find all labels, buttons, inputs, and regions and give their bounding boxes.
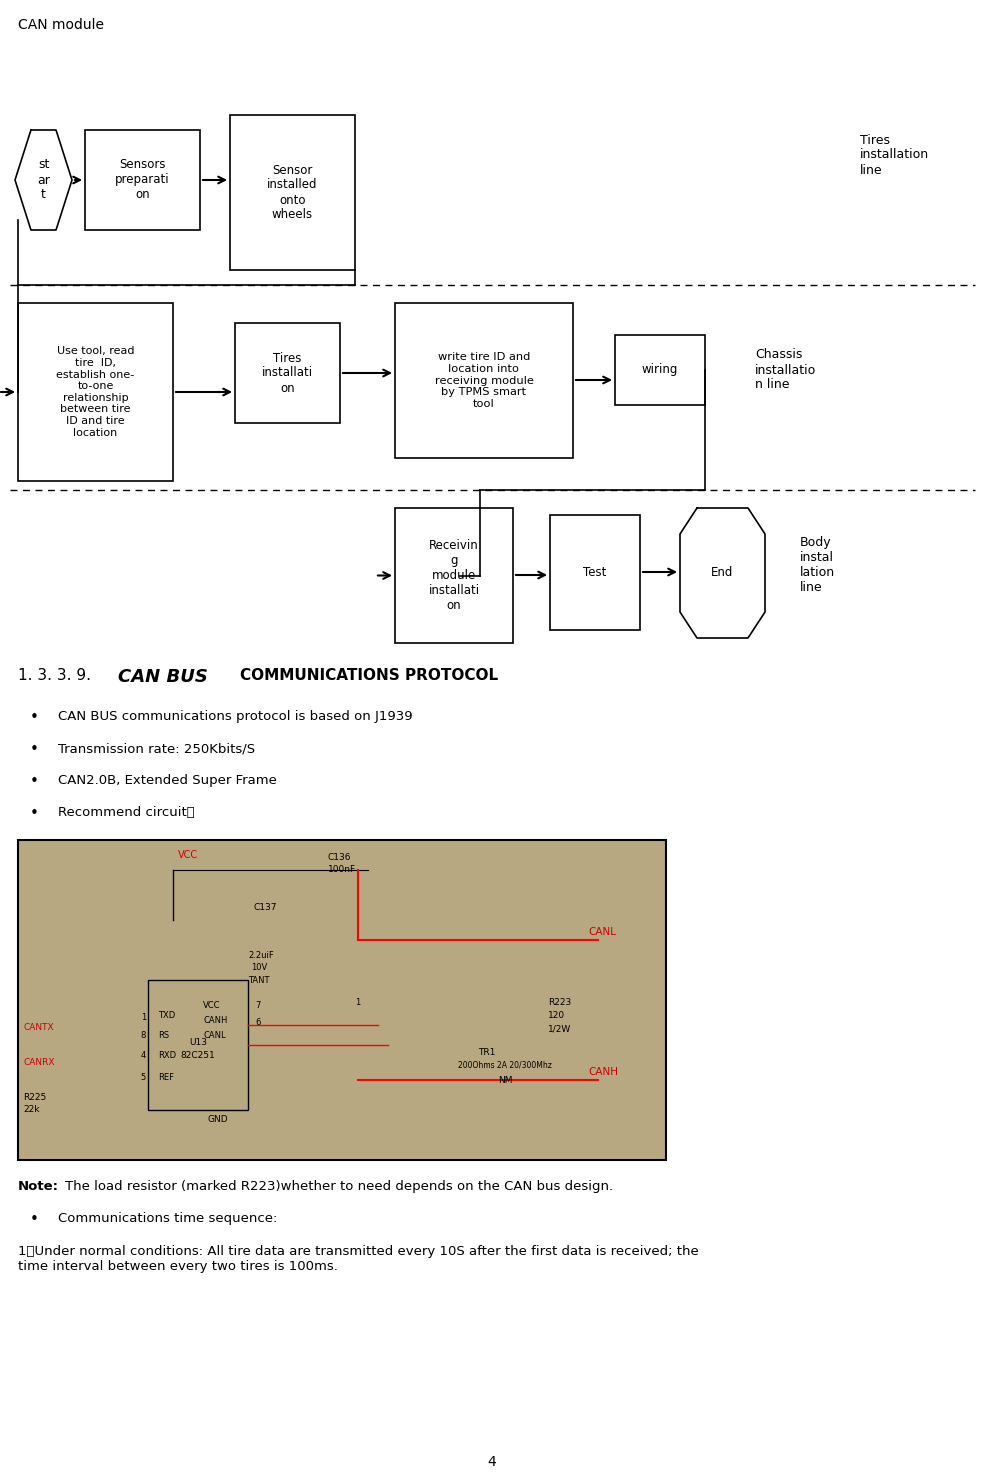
Text: Sensor
installed
onto
wheels: Sensor installed onto wheels — [267, 163, 318, 221]
Text: 8: 8 — [141, 1031, 146, 1040]
Text: st
ar
t: st ar t — [37, 159, 50, 202]
Text: TANT: TANT — [248, 976, 270, 985]
Text: 5: 5 — [141, 1074, 146, 1083]
Polygon shape — [680, 509, 765, 638]
Text: Tires
installation
line: Tires installation line — [860, 133, 929, 176]
Text: CAN2.0B, Extended Super Frame: CAN2.0B, Extended Super Frame — [58, 774, 277, 787]
Bar — [395, 303, 573, 458]
Text: 4: 4 — [488, 1455, 496, 1470]
Text: C136: C136 — [328, 853, 352, 862]
Text: RXD: RXD — [158, 1051, 176, 1060]
Text: •: • — [30, 805, 38, 822]
Text: Transmission rate: 250Kbits/S: Transmission rate: 250Kbits/S — [58, 742, 255, 755]
Bar — [18, 839, 666, 1160]
Text: Note:: Note: — [18, 1180, 59, 1192]
Text: 22k: 22k — [23, 1105, 39, 1114]
Text: CANL: CANL — [203, 1031, 226, 1040]
Text: Recommend circuit：: Recommend circuit： — [58, 805, 195, 819]
Text: R225: R225 — [23, 1093, 46, 1102]
Text: Chassis
installatio
n line: Chassis installatio n line — [755, 349, 817, 392]
Text: CANH: CANH — [588, 1066, 618, 1077]
Text: 4: 4 — [141, 1051, 146, 1060]
Text: 1. 3. 3. 9.: 1. 3. 3. 9. — [18, 667, 91, 684]
Text: R223: R223 — [548, 998, 571, 1007]
Text: Test: Test — [583, 567, 607, 578]
Text: 100nF: 100nF — [328, 865, 357, 873]
Text: TR1: TR1 — [478, 1048, 495, 1057]
Text: VCC: VCC — [203, 1001, 221, 1010]
Text: VCC: VCC — [178, 850, 198, 860]
Text: 7: 7 — [255, 1001, 260, 1010]
Text: CANL: CANL — [588, 927, 616, 937]
Text: Body
instal
lation
line: Body instal lation line — [800, 535, 835, 595]
Text: Use tool, read
tire  ID,
establish one-
to-one
relationship
between tire
ID and : Use tool, read tire ID, establish one- t… — [56, 347, 135, 437]
Bar — [148, 980, 248, 1109]
Bar — [615, 335, 705, 405]
Text: 120: 120 — [548, 1011, 565, 1020]
Text: •: • — [30, 742, 38, 756]
Text: CAN module: CAN module — [18, 18, 104, 33]
Bar — [18, 303, 173, 480]
Text: Communications time sequence:: Communications time sequence: — [58, 1212, 278, 1225]
Text: •: • — [30, 1212, 38, 1226]
Text: 2.2uiF: 2.2uiF — [248, 951, 274, 960]
Text: NM: NM — [498, 1077, 512, 1086]
Text: REF: REF — [158, 1074, 174, 1083]
Text: End: End — [711, 567, 734, 580]
Polygon shape — [15, 131, 72, 230]
Text: The load resistor (marked R223)whether to need depends on the CAN bus design.: The load resistor (marked R223)whether t… — [65, 1180, 613, 1192]
Text: C137: C137 — [253, 903, 277, 912]
Text: •: • — [30, 774, 38, 789]
Text: RS: RS — [158, 1031, 169, 1040]
Text: U13: U13 — [189, 1038, 207, 1047]
Text: GND: GND — [208, 1115, 229, 1124]
Text: 1: 1 — [141, 1013, 146, 1022]
Bar — [395, 509, 513, 644]
Text: 1: 1 — [356, 998, 361, 1007]
Text: 1）Under normal conditions: All tire data are transmitted every 10S after the fir: 1）Under normal conditions: All tire data… — [18, 1246, 698, 1272]
Bar — [85, 131, 200, 230]
Text: TXD: TXD — [158, 1011, 175, 1020]
Bar — [550, 515, 640, 630]
Text: CANTX: CANTX — [23, 1023, 53, 1032]
Text: 1/2W: 1/2W — [548, 1023, 571, 1034]
Bar — [230, 116, 355, 270]
Text: Sensors
preparati
on: Sensors preparati on — [115, 159, 169, 202]
Text: •: • — [30, 710, 38, 725]
Text: 10V: 10V — [251, 962, 267, 971]
Text: 6: 6 — [255, 1017, 260, 1028]
Text: 82C251: 82C251 — [180, 1051, 216, 1060]
Text: wiring: wiring — [642, 363, 679, 377]
Text: CAN BUS communications protocol is based on J1939: CAN BUS communications protocol is based… — [58, 710, 413, 724]
Text: 200Ohms 2A 20/300Mhz: 200Ohms 2A 20/300Mhz — [458, 1060, 552, 1071]
Text: Tires
installati
on: Tires installati on — [262, 351, 313, 394]
Text: CANH: CANH — [203, 1016, 228, 1025]
Text: CANRX: CANRX — [23, 1057, 54, 1066]
Text: Receivin
g
module
installati
on: Receivin g module installati on — [428, 538, 480, 612]
Text: COMMUNICATIONS PROTOCOL: COMMUNICATIONS PROTOCOL — [240, 667, 498, 684]
Text: write tire ID and
location into
receiving module
by TPMS smart
tool: write tire ID and location into receivin… — [434, 353, 534, 409]
Text: CAN BUS: CAN BUS — [118, 667, 208, 687]
Bar — [235, 323, 340, 423]
